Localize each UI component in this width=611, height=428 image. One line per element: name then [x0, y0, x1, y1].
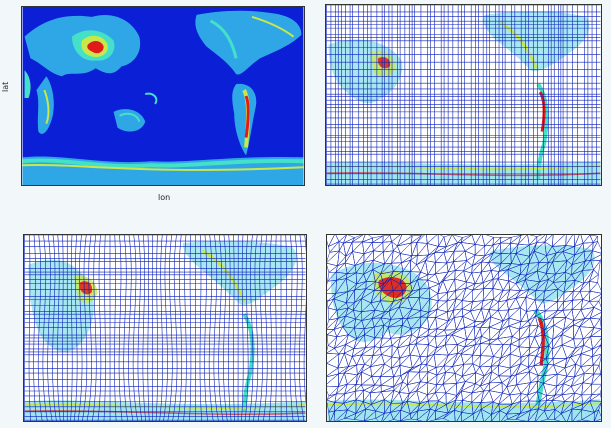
grid-curve-meridian [92, 235, 97, 421]
grid-curve-meridian [70, 235, 73, 421]
grid-curve-meridian [37, 235, 43, 421]
grid-curve-meridian [155, 235, 159, 421]
grid-curve-meridian [285, 235, 288, 421]
panel-rectilinear-grid [325, 4, 602, 186]
grid-curve-meridian [232, 235, 235, 421]
grid-curve-meridian [289, 235, 294, 421]
grid-curve-meridian [77, 235, 83, 421]
grid-curve-meridian [257, 235, 263, 421]
grid-curve-meridian [172, 235, 178, 421]
triangular-mesh-lines [327, 235, 601, 421]
grid-curve-meridian [142, 235, 147, 421]
grid-curve-meridian [199, 235, 202, 421]
panel-smooth-field [21, 6, 305, 186]
grid-curve-meridian [137, 235, 143, 421]
curvilinear-grid-plot [24, 235, 306, 421]
grid-curve-meridian [33, 235, 37, 421]
grid-curve-meridian [73, 235, 78, 421]
grid-curve-meridian [57, 235, 61, 421]
grid-curve-meridian [218, 235, 224, 421]
grid-curve-meridian [123, 235, 128, 421]
grid-curve-meridian [82, 235, 88, 421]
mesh-triangle [594, 409, 601, 421]
grid-curve-meridian [97, 235, 102, 421]
grid-curve-meridian [183, 235, 187, 421]
grid-curve-meridian [189, 235, 192, 421]
grid-curve-meridian [204, 235, 208, 421]
grid-curve-meridian [299, 235, 305, 421]
grid-curve-meridian [241, 235, 244, 421]
grid-curve-meridian [47, 235, 53, 421]
grid-curve-meridian [294, 235, 300, 421]
grid-curve-meridian [114, 235, 117, 421]
grid-curve-meridian [147, 235, 150, 421]
grid-curve-meridian [103, 235, 106, 421]
grid-curve-meridian [274, 235, 277, 421]
grid-curve-meridian [223, 235, 228, 421]
grid-curve-meridian [118, 235, 123, 421]
grid-curve-meridian [163, 235, 168, 421]
grid-curve-meridian [167, 235, 173, 421]
grid-curve-meridian [28, 235, 31, 421]
grid-curve-meridian [213, 235, 219, 421]
rectilinear-grid-plot [326, 5, 601, 185]
grid-curve-meridian [159, 235, 163, 421]
grid-curve-meridian [252, 235, 259, 421]
curvilinear-grid-lines [24, 235, 306, 421]
x-axis-label: lon [158, 193, 171, 202]
grid-curve-meridian [177, 235, 183, 421]
triangular-mesh-plot [327, 235, 601, 421]
grid-curve-meridian [52, 235, 57, 421]
panel-curvilinear-grid [23, 234, 307, 422]
grid-curve-meridian [244, 235, 249, 421]
panel-triangular-mesh [326, 234, 602, 422]
grid-curve-meridian [268, 235, 273, 421]
rectilinear-grid-lines [326, 5, 601, 185]
grid-curve-meridian [86, 235, 92, 421]
grid-curve-meridian [132, 235, 138, 421]
grid-curve-meridian [263, 235, 268, 421]
grid-curve-meridian [61, 235, 65, 421]
grid-curve-meridian [128, 235, 134, 421]
grid-curve-meridian [248, 235, 254, 421]
grid-curve-meridian [228, 235, 232, 421]
grid-curve-meridian [303, 235, 306, 405]
smooth-field-plot [22, 7, 304, 185]
y-axis-label: lat [1, 81, 10, 92]
grid-curve-meridian [42, 235, 48, 421]
grid-curve-meridian [208, 235, 214, 421]
